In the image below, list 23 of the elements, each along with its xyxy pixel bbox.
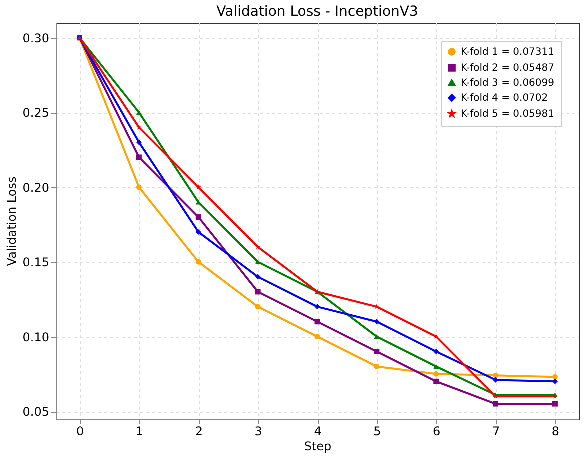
x-tick-label: 6 xyxy=(433,424,441,438)
legend-label: K-fold 1 = 0.07311 xyxy=(461,47,555,58)
y-axis-title: Validation Loss xyxy=(4,176,19,266)
y-tick-label: 0.25 xyxy=(22,106,50,120)
y-tick-label: 0.30 xyxy=(22,31,50,46)
y-tick-label: 0.05 xyxy=(22,405,50,420)
legend-label: K-fold 4 = 0.0702 xyxy=(461,93,548,104)
y-tick-label: 0.20 xyxy=(22,180,50,195)
x-tick-label: 3 xyxy=(254,424,262,438)
legend-label: K-fold 3 = 0.06099 xyxy=(461,78,555,89)
x-tick-label: 5 xyxy=(374,424,382,438)
chart-title: Validation Loss - InceptionV3 xyxy=(216,4,418,20)
legend-label: K-fold 2 = 0.05487 xyxy=(461,63,555,74)
y-tick-label: 0.10 xyxy=(22,330,50,344)
x-tick-label: 1 xyxy=(136,424,144,438)
x-tick-label: 7 xyxy=(492,424,500,438)
x-tick-label: 4 xyxy=(314,424,322,438)
x-tick-label: 2 xyxy=(195,424,203,438)
y-tick-label: 0.15 xyxy=(22,256,50,270)
x-tick-label: 8 xyxy=(552,424,560,438)
x-axis-title: Step xyxy=(304,440,332,454)
legend-label: K-fold 5 = 0.05981 xyxy=(461,109,555,120)
x-tick-label: 0 xyxy=(76,424,84,438)
